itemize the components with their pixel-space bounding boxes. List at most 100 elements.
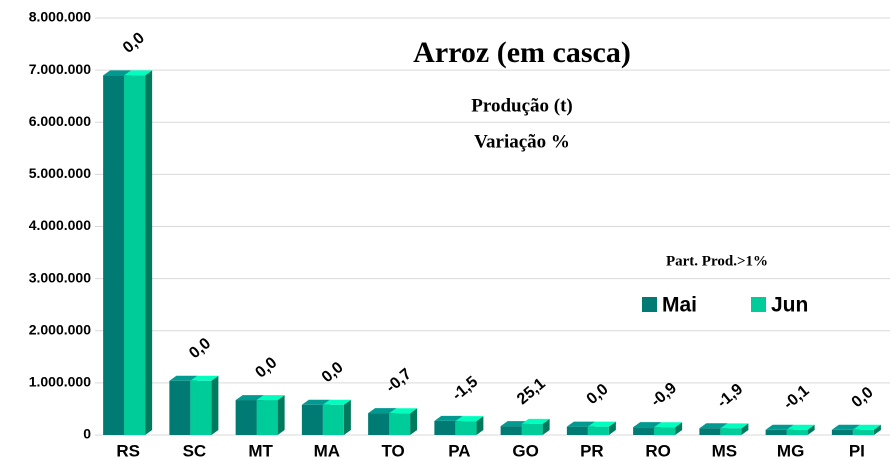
- bar-front: [190, 380, 212, 435]
- bar-front: [654, 427, 676, 435]
- bar-front: [566, 426, 588, 435]
- annotation: -1,9: [714, 381, 746, 412]
- x-tick-label: MG: [777, 441, 804, 460]
- annotation: 0,0: [849, 384, 877, 411]
- chart-subtitle: Variação %: [474, 131, 570, 152]
- bar-top: [633, 422, 662, 428]
- bar-front: [103, 75, 125, 436]
- bar-top: [235, 395, 264, 401]
- bar: [587, 421, 616, 435]
- bar-side: [807, 424, 815, 435]
- x-tick-label: MS: [712, 441, 738, 460]
- bar-top: [852, 424, 881, 430]
- bar: [124, 70, 153, 436]
- annotation: -0,9: [648, 380, 680, 411]
- bar-front: [256, 400, 278, 435]
- bar-front: [500, 426, 522, 435]
- bar-top: [301, 399, 330, 405]
- y-tick-label: 4.000.000: [29, 217, 91, 233]
- y-tick-label: 5.000.000: [29, 165, 91, 181]
- x-tick-label: PA: [448, 441, 470, 460]
- annotation: -0,1: [780, 382, 812, 413]
- bar-top: [124, 70, 153, 76]
- y-tick-label: 1.000.000: [29, 374, 91, 390]
- bar-front: [235, 400, 257, 435]
- x-tick-label: GO: [512, 441, 538, 460]
- annotation: -1,5: [449, 373, 481, 404]
- x-tick-label: PR: [580, 441, 604, 460]
- legend-swatch: [642, 297, 657, 312]
- bar-front: [322, 404, 344, 435]
- legend-title: Part. Prod.>1%: [666, 253, 768, 269]
- bar-top: [434, 415, 463, 421]
- bar-front: [587, 426, 609, 435]
- bar-top: [654, 422, 683, 428]
- x-tick-label: MT: [248, 441, 273, 460]
- annotation: 0,0: [319, 359, 347, 386]
- bar-top: [566, 421, 595, 427]
- bar: [322, 399, 351, 435]
- bar-top: [256, 395, 285, 401]
- chart-title: Arroz (em casca): [413, 36, 631, 69]
- x-tick-label: SC: [183, 441, 207, 460]
- bar: [852, 424, 881, 435]
- bar-top: [786, 424, 815, 430]
- bar-front: [434, 420, 456, 435]
- annotation: 0,0: [120, 29, 148, 56]
- bar-side: [410, 408, 418, 435]
- bar-top: [521, 418, 550, 424]
- bar-side: [542, 418, 550, 435]
- bar-front: [765, 429, 787, 435]
- bar-side: [145, 70, 153, 436]
- bar-top: [765, 424, 794, 430]
- bar: [389, 408, 418, 435]
- bar-front: [633, 427, 655, 435]
- bar-top: [831, 424, 860, 430]
- bar-top: [587, 421, 616, 427]
- bar-front: [720, 428, 742, 435]
- bar-top: [455, 416, 484, 422]
- bar-side: [211, 375, 219, 435]
- y-tick-label: 2.000.000: [29, 321, 91, 337]
- y-tick-label: 0: [83, 426, 91, 442]
- bar-side: [675, 422, 683, 435]
- legend-swatch: [751, 297, 766, 312]
- bar-top: [190, 375, 219, 381]
- x-tick-label: MA: [314, 441, 340, 460]
- annotation: 0,0: [186, 335, 214, 362]
- x-tick-label: TO: [381, 441, 404, 460]
- bar-side: [873, 424, 881, 435]
- bar-top: [368, 408, 397, 414]
- bar-side: [277, 395, 285, 435]
- x-tick-label: PI: [849, 441, 865, 460]
- bar-front: [301, 404, 323, 435]
- bar-front: [455, 421, 477, 435]
- annotation: -0,7: [383, 365, 415, 396]
- bar-front: [169, 380, 191, 435]
- bar-front: [124, 75, 146, 436]
- x-tick-label: RO: [645, 441, 671, 460]
- bar-top: [169, 375, 198, 381]
- bar-front: [521, 423, 543, 435]
- bar-front: [831, 429, 853, 435]
- bar-top: [103, 70, 132, 76]
- annotation: 25,1: [514, 375, 549, 408]
- bar: [455, 416, 484, 435]
- bar: [720, 423, 749, 435]
- bar-top: [699, 423, 728, 429]
- bar: [654, 422, 683, 435]
- bar-front: [852, 429, 874, 435]
- bar: [786, 424, 815, 435]
- bar-front: [389, 413, 411, 435]
- y-tick-label: 3.000.000: [29, 269, 91, 285]
- legend-label: Jun: [771, 294, 808, 317]
- bar-side: [741, 423, 749, 435]
- bar: [256, 395, 285, 435]
- bar-top: [322, 399, 351, 405]
- y-tick-label: 8.000.000: [29, 9, 91, 25]
- annotation: 0,0: [584, 381, 612, 408]
- y-tick-label: 6.000.000: [29, 113, 91, 129]
- bar-front: [786, 429, 808, 435]
- y-tick-label: 7.000.000: [29, 61, 91, 77]
